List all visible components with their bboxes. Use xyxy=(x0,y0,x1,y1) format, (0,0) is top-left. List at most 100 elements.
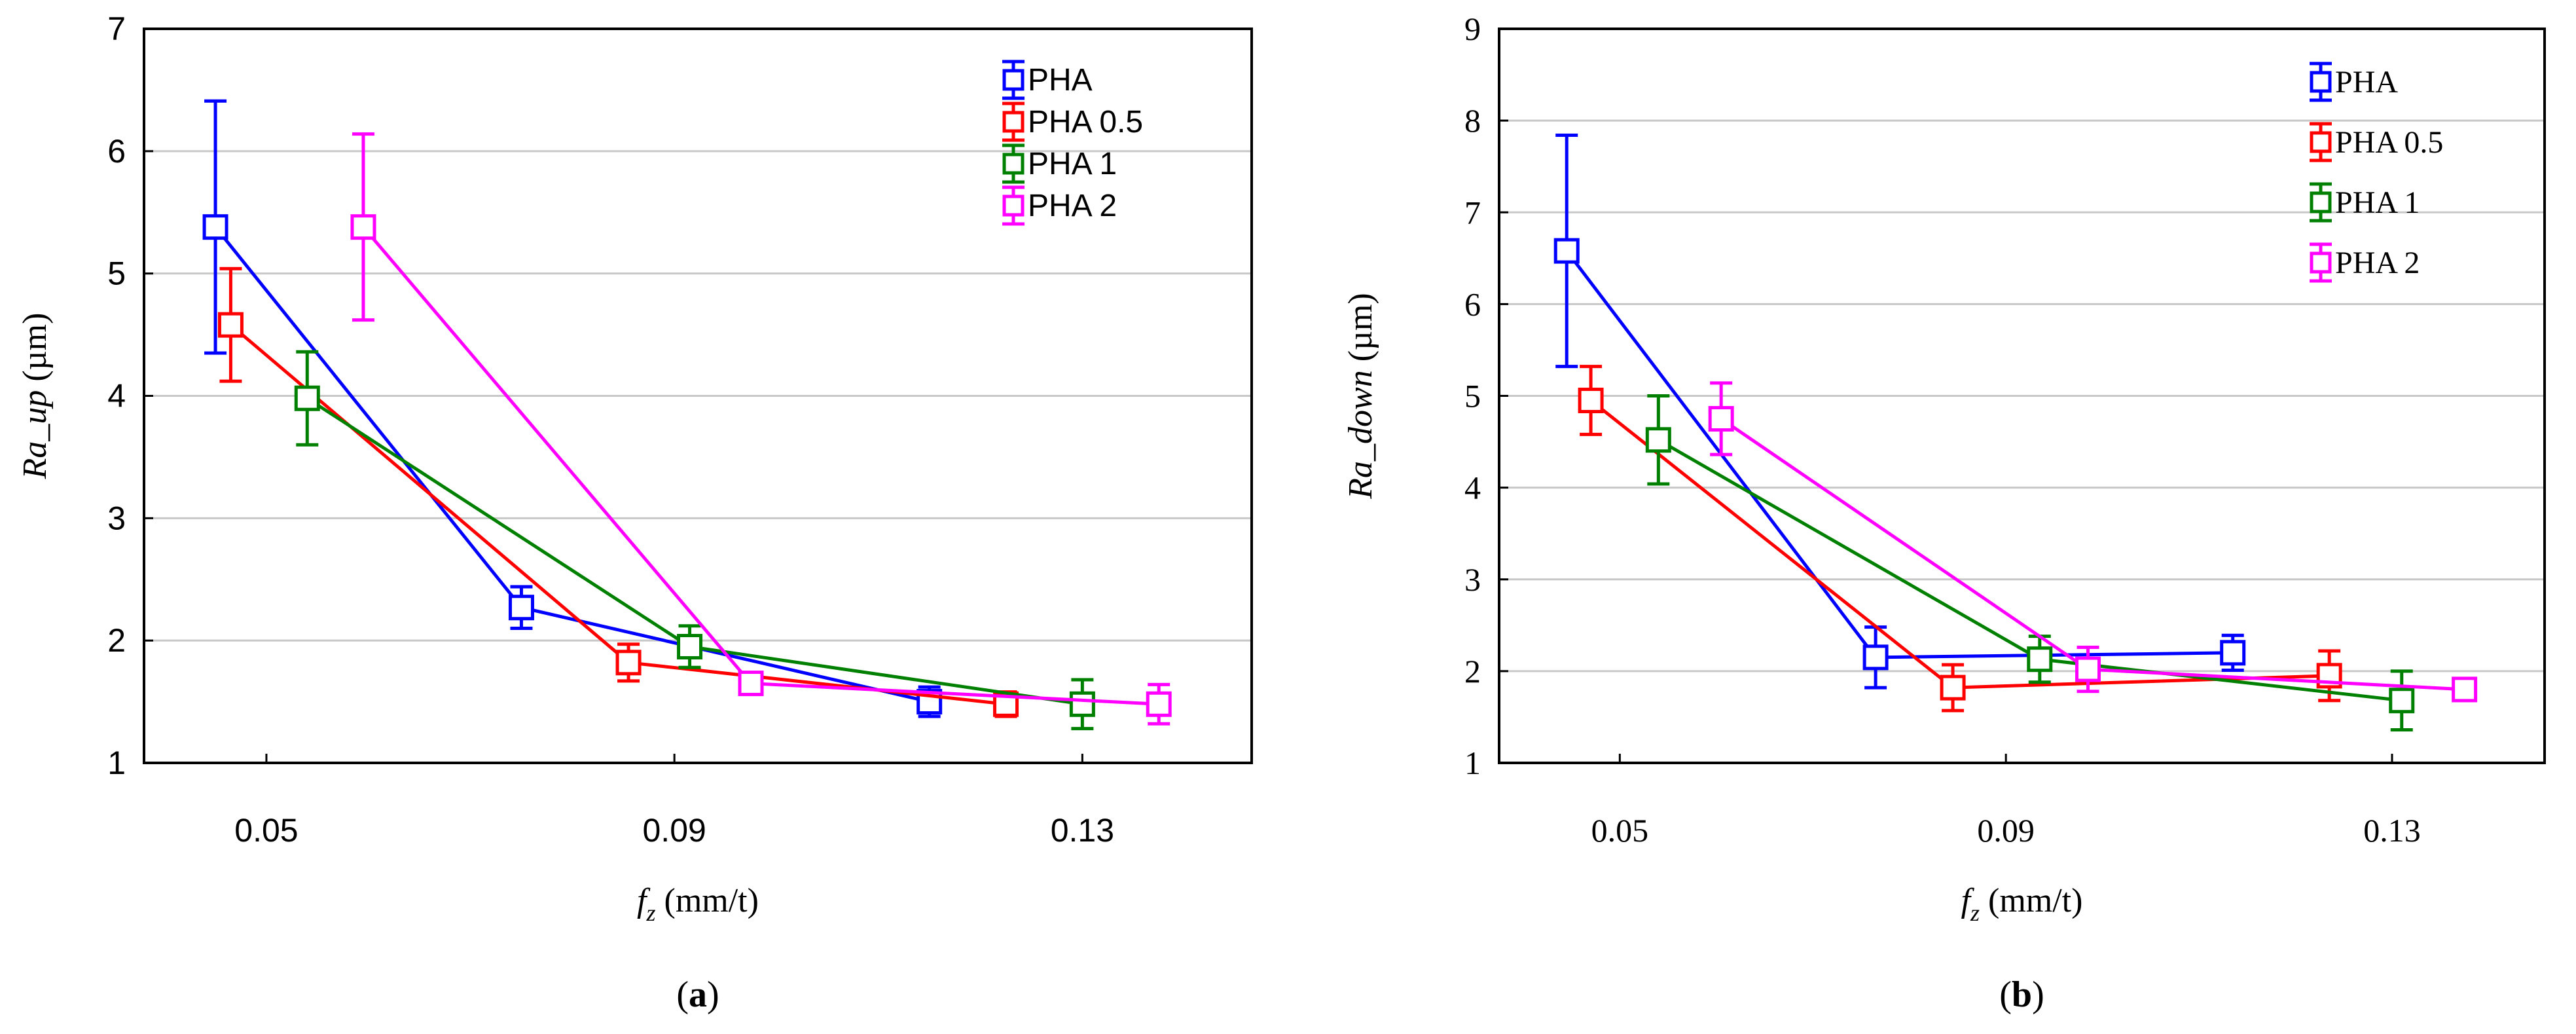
chart-a-series-1-line xyxy=(229,323,1006,706)
chart-b-series-1-line xyxy=(1589,399,2330,690)
chart-b-xtick-label-0: 0.05 xyxy=(1591,812,1649,849)
chart-b-legend-label-3: PHA 2 xyxy=(2335,246,2420,280)
chart-b-series-0-line xyxy=(1565,249,2233,659)
chart-a-legend-swatch-marker-1 xyxy=(1002,111,1025,133)
chart-a-ylabel-unit: (µm) xyxy=(16,313,54,390)
chart-a-legend: PHA PHA 0.5 PHA 1 PHA 2 xyxy=(1002,60,1143,226)
chart-a-legend-entry-3: PHA 2 xyxy=(1002,185,1117,226)
chart-b-series-3-point-1 xyxy=(2075,656,2101,682)
chart-b-legend-label-2: PHA 1 xyxy=(2335,185,2420,220)
chart-b-plot-frame xyxy=(1498,28,2546,764)
chart-b-series-0 xyxy=(1553,134,2246,690)
chart-b-ytick-label-3: 4 xyxy=(1464,470,1481,506)
chart-b-ytick-label-7: 8 xyxy=(1464,102,1481,139)
chart-b-ytick-label-0: 1 xyxy=(1464,745,1481,781)
chart-b-xlabel-unit: (mm/t) xyxy=(1980,882,2082,919)
chart-b-ytick-label-1: 2 xyxy=(1464,653,1481,690)
chart-a-panel-label: (a) xyxy=(676,974,719,1015)
chart-a-xtick-label-2: 0.13 xyxy=(1051,812,1114,849)
chart-b-series-1-point-1 xyxy=(1940,674,1966,701)
chart-a-legend-entry-2: PHA 1 xyxy=(1002,143,1117,184)
chart-a-panel-paren-open: ( xyxy=(676,974,689,1015)
chart-a-series-1-point-1 xyxy=(615,650,642,676)
chart-a-ylabel-var: Ra_up xyxy=(16,390,54,480)
chart-b-series-2-point-0 xyxy=(1645,427,1671,453)
chart-a-series-2-point-0 xyxy=(294,385,320,411)
chart-a-series-0-line xyxy=(214,226,930,704)
chart-a-ylabel: Ra_up (µm) xyxy=(16,313,54,480)
chart-a-ytick-label-1: 2 xyxy=(107,622,126,659)
chart-a-series-3-point-2 xyxy=(1146,691,1172,717)
chart-a-xtick-label-1: 0.09 xyxy=(643,812,706,849)
chart-a-series-1 xyxy=(217,267,1019,718)
chart-b-series-0-point-2 xyxy=(2220,640,2246,666)
chart-b-xlabel-subscript: z xyxy=(1970,900,1980,926)
chart-b-ytick-label-5: 6 xyxy=(1464,286,1481,322)
chart-a-legend-swatch-marker-2 xyxy=(1002,153,1025,175)
chart-b-series-2-point-2 xyxy=(2389,688,2415,714)
chart-a-series-3-point-0 xyxy=(350,214,376,240)
chart-b-panel-letter: b xyxy=(2012,974,2032,1015)
chart-b-legend-swatch-marker-1 xyxy=(2310,131,2332,153)
chart-a-legend-label-1: PHA 0.5 xyxy=(1028,105,1143,139)
chart-b-series-0-point-1 xyxy=(1862,644,1889,671)
chart-a-ytick-label-2: 3 xyxy=(107,500,126,536)
chart-b-legend-label-0: PHA xyxy=(2335,65,2398,100)
chart-a-ytick-label-6: 7 xyxy=(107,10,126,47)
chart-b-series-2-point-1 xyxy=(2027,646,2053,673)
chart-b-series-3 xyxy=(1708,381,2478,703)
chart-a-series-0-point-1 xyxy=(508,595,534,621)
chart-a-legend-swatch-marker-0 xyxy=(1002,69,1025,91)
chart-a-legend-entry-0: PHA xyxy=(1002,60,1093,100)
chart-a-plot-frame xyxy=(143,28,1253,764)
chart-a-legend-label-3: PHA 2 xyxy=(1028,189,1117,223)
chart-b-legend-entry-2: PHA 1 xyxy=(2310,182,2420,223)
chart-a-ytick-label-4: 5 xyxy=(107,255,126,292)
chart-a-series-2-point-1 xyxy=(677,634,703,660)
chart-b-xtick-label-2: 0.13 xyxy=(2363,812,2421,849)
chart-a-xtick-label-0: 0.05 xyxy=(234,812,298,849)
chart-b-legend-entry-1: PHA 0.5 xyxy=(2310,122,2443,162)
chart-b-legend-swatch-marker-2 xyxy=(2310,191,2332,213)
chart-b-series-0-point-0 xyxy=(1553,238,1580,264)
chart-b-series-3-point-2 xyxy=(2452,676,2478,703)
chart-b: 1 2 3 4 5 6 7 8 9 0.05 0.09 0.13 PHA PHA 0.5 PHA 1 PHA … xyxy=(1342,10,2546,1015)
chart-b-xlabel: fz (mm/t) xyxy=(1961,882,2083,926)
chart-a-series-3-line xyxy=(362,226,1159,706)
chart-a-xlabel-subscript: z xyxy=(646,900,656,926)
chart-a-series-1-point-0 xyxy=(217,312,244,338)
chart-b-ytick-label-6: 7 xyxy=(1464,194,1481,231)
chart-a-ytick-label-3: 4 xyxy=(107,378,126,415)
chart-a-ytick-label-5: 6 xyxy=(107,133,126,170)
chart-a-series-2 xyxy=(294,350,1095,731)
chart-a-panel-paren-close: ) xyxy=(707,974,719,1015)
chart-b-legend: PHA PHA 0.5 PHA 1 PHA 2 xyxy=(2310,62,2443,283)
chart-a-legend-label-2: PHA 1 xyxy=(1028,147,1117,181)
chart-b-legend-label-1: PHA 0.5 xyxy=(2335,125,2443,160)
chart-b-panel-paren-close: ) xyxy=(2032,974,2044,1015)
chart-a-legend-entry-1: PHA 0.5 xyxy=(1002,102,1143,142)
chart-b-legend-swatch-marker-3 xyxy=(2310,251,2332,274)
chart-b-ylabel: Ra_down (µm) xyxy=(1342,293,1379,500)
chart-b-series-3-point-0 xyxy=(1708,406,1734,432)
chart-a-ytick-label-0: 1 xyxy=(107,745,126,781)
chart-a-legend-swatch-marker-3 xyxy=(1002,194,1025,217)
chart-a-xlabel: fz (mm/t) xyxy=(637,882,759,926)
chart-b-ylabel-unit: (µm) xyxy=(1342,293,1379,370)
chart-b-ytick-label-8: 9 xyxy=(1464,10,1481,47)
chart-a-series-0 xyxy=(202,99,943,718)
chart-a-series-3 xyxy=(350,132,1172,726)
chart-b-ytick-label-4: 5 xyxy=(1464,378,1481,415)
chart-b-ylabel-var: Ra_down xyxy=(1342,370,1379,499)
chart-a-panel-letter: a xyxy=(689,974,707,1015)
chart-a-legend-label-0: PHA xyxy=(1028,63,1093,98)
chart-b-legend-swatch-marker-0 xyxy=(2310,71,2332,93)
chart-a-series-3-point-1 xyxy=(738,671,764,697)
chart-b-legend-entry-3: PHA 2 xyxy=(2310,242,2420,283)
chart-a-series-2-point-2 xyxy=(1069,691,1095,717)
chart-b-legend-entry-0: PHA xyxy=(2310,62,2398,102)
chart-a-series-0-point-0 xyxy=(202,214,228,240)
chart-a-xlabel-unit: (mm/t) xyxy=(656,882,759,919)
chart-b-ytick-label-2: 3 xyxy=(1464,561,1481,598)
